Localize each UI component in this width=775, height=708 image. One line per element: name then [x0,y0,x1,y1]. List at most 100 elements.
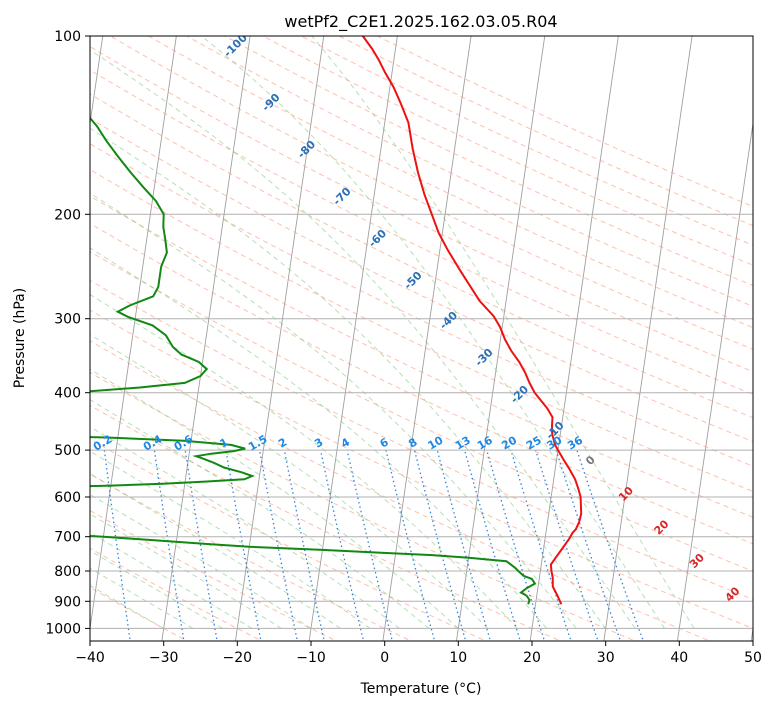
isotherm-line [603,36,693,641]
dry-adiabat-line [90,222,753,545]
moist-adiabat-label: -70 [330,185,353,208]
dry-adiabat-line [90,371,637,641]
y-tick-label: 800 [54,564,81,580]
temperature-profile [361,36,583,605]
y-tick-label: 700 [54,530,81,546]
moist-adiabat-line [90,399,430,629]
mixing-ratio-label: 3 [312,436,325,451]
dry-adiabat-line [90,309,753,629]
moist-adiabat-line [90,368,459,629]
y-axis-ticks: 100 200 300 400 500 600 700 800 900 1000 [45,29,90,637]
x-tick-label: 40 [670,650,688,666]
mixing-ratio-label: 6 [378,435,391,450]
dry-adiabat-line [90,69,753,395]
moist-adiabat-label: -100 [221,31,250,60]
mixing-ratio-line [576,449,644,641]
mixing-ratio-line [103,450,131,641]
isotherm-line [750,625,753,641]
dry-adiabat-line [90,117,753,443]
mixing-ratio-line [283,449,325,641]
y-tick-label: 1000 [45,621,81,637]
mixing-ratio-line [463,449,521,641]
moist-adiabat-line [90,450,371,629]
moist-adiabat-label: -10 [543,419,566,442]
isotherm-line [234,36,325,641]
moist-adiabat-line [90,567,194,629]
isotherm-line [161,36,251,641]
moist-adiabat-line [90,247,548,629]
dry-adiabat-line [90,250,753,572]
x-tick-label: −20 [223,650,253,666]
plot-frame [89,35,754,642]
dry-adiabat-line [90,279,753,600]
y-tick-label: 300 [54,312,81,328]
pressure-grid [90,35,753,629]
x-axis-label: Temperature (°C) [360,681,482,697]
x-tick-label: −40 [75,650,105,666]
moist-adiabat-line [311,36,695,629]
x-tick-label: −10 [296,650,326,666]
mixing-ratio-line [436,449,492,641]
y-tick-label: 600 [54,490,81,506]
moist-adiabat-label: -90 [259,91,282,114]
moist-adiabat-line [90,192,577,629]
mixing-ratio-label: 4 [339,435,352,450]
moist-adiabat-label: -80 [295,138,318,161]
x-axis-ticks: −40 −30 −20 −10 0 10 20 30 40 50 [75,641,762,666]
background-lines [58,36,753,643]
moist-adiabat-line [90,293,518,629]
moist-adiabat-line [90,333,489,629]
isotherm-line [676,120,753,641]
dry-adiabat-line [90,46,753,373]
y-tick-label: 400 [54,386,81,402]
dry-adiabat-line [90,404,562,641]
moist-adiabat-label: 20 [652,517,672,537]
x-tick-label: 0 [380,650,389,666]
dry-adiabat-line [223,36,753,287]
moist-adiabat-label: 10 [616,484,636,504]
moist-adiabat-label: -30 [472,346,495,369]
profiles [90,36,583,605]
mixing-ratio-line [346,449,394,641]
moist-adiabat-line [90,532,253,629]
y-tick-label: 500 [54,443,81,459]
moist-adiabat-line [90,127,607,629]
dry-adiabat-line [90,143,753,467]
y-tick-label: 900 [54,594,81,610]
dry-adiabat-line [90,168,753,492]
moist-adiabat-line [90,550,223,629]
dewpoint-profile [90,116,537,605]
isotherm-line [308,36,398,641]
chart-title: wetPf2_C2E1.2025.162.03.05.R04 [284,12,557,32]
x-tick-label: −30 [149,650,179,666]
dry-adiabat-line [376,36,753,208]
dry-adiabat-line [90,509,338,641]
dry-adiabat-line [90,93,753,419]
dry-adiabat-line [90,438,488,641]
line-labels: 0.1 0.2 0.4 0.6 1 1.5 2 3 4 6 8 10 13 16 20 25 30 36-100-… [91,31,743,605]
moist-adiabat-line [90,473,341,629]
x-tick-label: 20 [523,650,541,666]
moist-adiabat-line [201,36,666,629]
mixing-ratio-line [413,449,467,641]
mixing-ratio-line [385,449,436,641]
y-tick-label: 100 [54,29,81,45]
moist-adiabat-label: -50 [401,269,424,292]
y-tick-label: 200 [54,207,81,223]
isotherm-line [382,36,472,641]
x-tick-label: 30 [597,650,615,666]
isotherm-line [529,36,619,641]
moist-adiabat-label: -20 [508,383,531,406]
mixing-ratio-line [319,449,365,641]
mixing-ratio-line [58,450,81,643]
dry-adiabat-line [338,36,753,227]
dry-adiabat-line [147,36,753,329]
x-tick-label: 10 [449,650,467,666]
isotherm-line [90,36,177,632]
x-tick-label: 50 [744,650,762,666]
moist-adiabat-line [90,584,164,629]
dry-adiabat-line [90,195,753,518]
mixing-ratio-line [555,449,622,641]
